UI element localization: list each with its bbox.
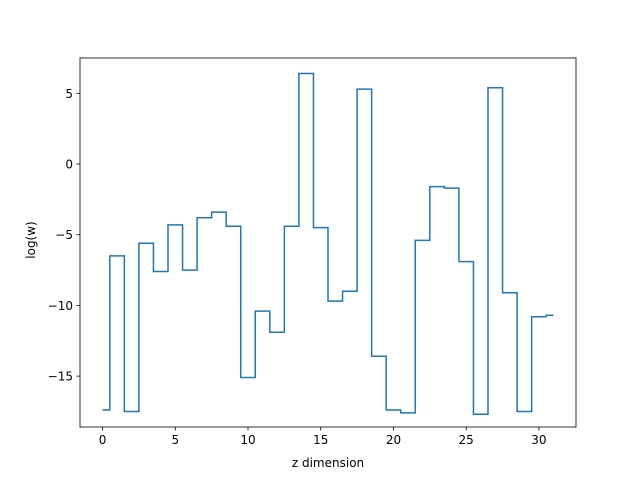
x-tick-label: 0 (99, 433, 107, 447)
series-line-0 (102, 72, 554, 416)
y-tick-label: 5 (65, 87, 73, 101)
x-tick-label: 15 (313, 433, 328, 447)
x-tick-label: 30 (531, 433, 546, 447)
x-axis-label: z dimension (292, 456, 364, 470)
y-tick-label: −5 (55, 228, 73, 242)
y-tick-label: −10 (48, 299, 73, 313)
axes: 0 5 10 15 20 25 30 −15 −10 −5 0 5 (48, 57, 577, 447)
x-tick-label: 20 (386, 433, 401, 447)
x-tick-label: 25 (459, 433, 474, 447)
y-tick-label: −15 (48, 370, 73, 384)
axes-frame (79, 57, 577, 428)
y-axis-label: log(w) (24, 221, 38, 258)
plot-area (102, 72, 554, 416)
x-tick-label: 5 (171, 433, 179, 447)
y-tick-label: 0 (65, 158, 73, 172)
x-tick-label: 10 (240, 433, 255, 447)
